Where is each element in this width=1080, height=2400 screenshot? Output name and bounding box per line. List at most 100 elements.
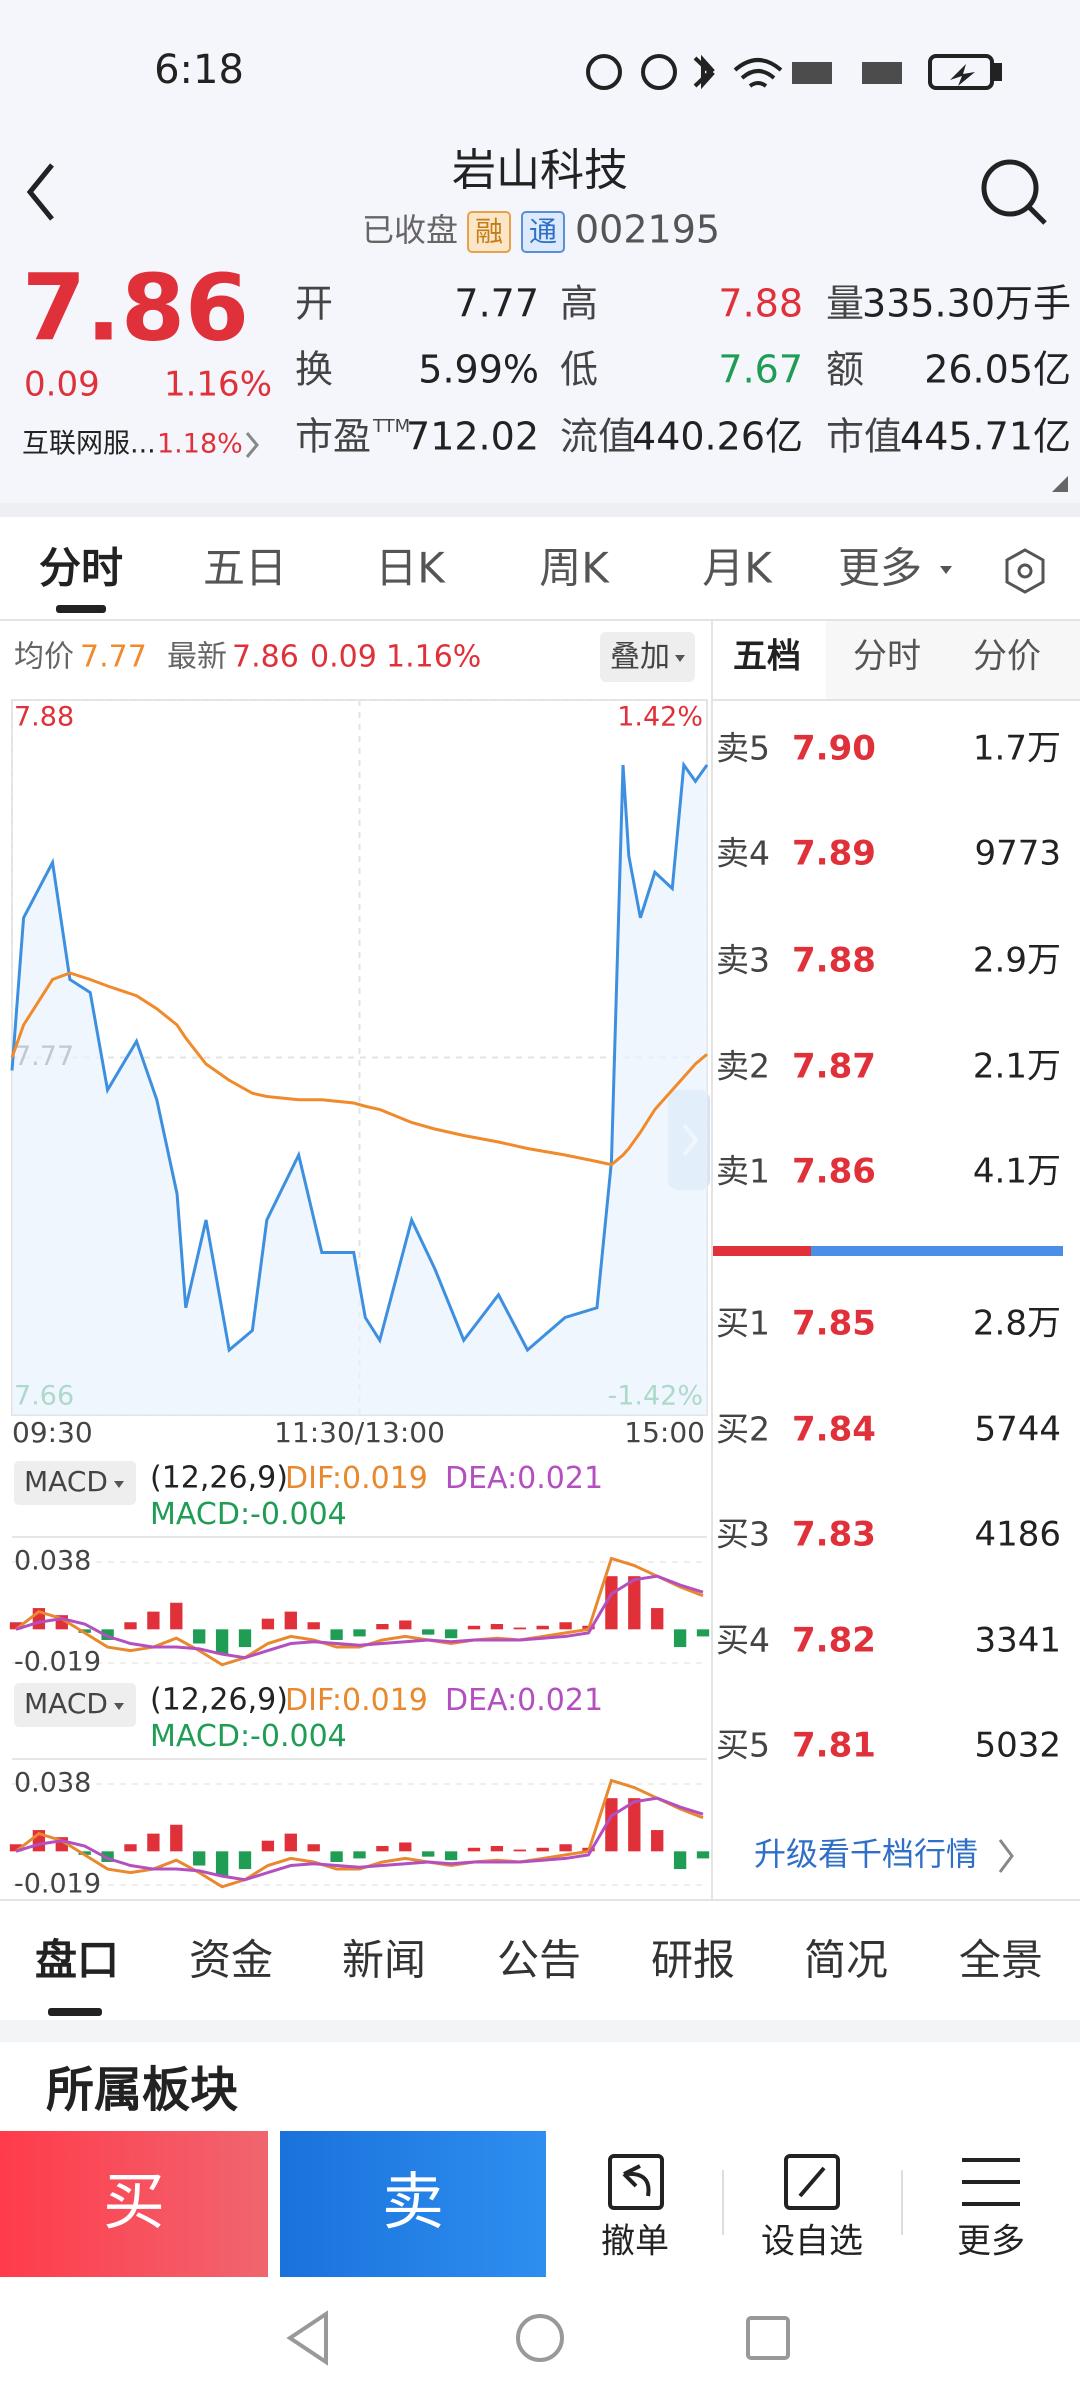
upgrade-link: 升级看千档行情 xyxy=(754,1835,978,1873)
macd-bar xyxy=(330,1629,343,1640)
stat-value: 335.30万手 xyxy=(862,282,1071,326)
macd-bar xyxy=(238,1629,252,1648)
macd-bar xyxy=(651,1830,664,1852)
y-tick-label: -0.019 xyxy=(14,1647,101,1678)
stat-label: 市值 xyxy=(826,415,902,459)
avg-value: 7.77 xyxy=(80,640,147,675)
latest-change: 0.09 xyxy=(310,640,377,675)
indicator-button xyxy=(14,1683,136,1727)
indicator-params: (12,26,9) xyxy=(150,1683,288,1718)
sell-button[interactable] xyxy=(280,2131,546,2277)
indicator-params: (12,26,9) xyxy=(150,1461,288,1496)
macd-bar xyxy=(101,1629,114,1640)
chart-tab: 五日 xyxy=(203,544,287,593)
sector-pct: 1.18% xyxy=(157,429,243,460)
macd-bar xyxy=(376,1624,389,1630)
macd-bar xyxy=(124,1622,137,1630)
overlay-button[interactable] xyxy=(600,632,695,682)
back-button[interactable] xyxy=(26,163,54,221)
y-tick-label: 7.88 xyxy=(14,702,74,733)
tool-label: 撤单 xyxy=(601,2222,669,2262)
legend-sep: : xyxy=(507,1461,517,1496)
macd-bar xyxy=(490,1846,504,1852)
macd-bar xyxy=(559,1844,572,1852)
level-label: 买5 xyxy=(716,1726,770,1765)
level-volume: 4186 xyxy=(974,1515,1061,1555)
level-volume: 2.8万 xyxy=(973,1304,1061,1344)
macd-bar xyxy=(605,1798,618,1852)
legend-value: 0.019 xyxy=(342,1683,428,1718)
level-label: 买3 xyxy=(716,1515,770,1554)
info-tab: 研报 xyxy=(651,1936,735,1985)
buy-button[interactable] xyxy=(0,2131,268,2277)
macd-bar xyxy=(513,1627,526,1630)
search-button[interactable] xyxy=(981,159,1047,225)
macd-bar xyxy=(376,1846,389,1852)
dropdown-arrow xyxy=(940,566,952,574)
info-tab: 新闻 xyxy=(342,1936,426,1985)
macd-bar xyxy=(628,1798,641,1852)
price-change: 0.09 xyxy=(24,365,100,405)
legend-name: MACD xyxy=(150,1719,240,1754)
expand-icon[interactable] xyxy=(1052,476,1068,492)
level-price: 7.82 xyxy=(792,1621,876,1661)
stat-label: 换 xyxy=(295,348,333,392)
tab-active-bg xyxy=(713,620,826,700)
macd-bar xyxy=(78,1629,91,1633)
level-price: 7.89 xyxy=(792,834,876,874)
macd-bar xyxy=(330,1851,343,1862)
indicator-button xyxy=(14,1461,136,1505)
legend-sep: : xyxy=(332,1461,342,1496)
indicator-legend: DEA:0.021 xyxy=(445,1461,603,1496)
macd-bar xyxy=(353,1851,366,1859)
orderbook-tab: 五档 xyxy=(733,637,801,677)
level-price: 7.83 xyxy=(792,1515,876,1555)
indicator-legend: DIF:0.019 xyxy=(285,1461,428,1496)
market-status: 已收盘 xyxy=(362,211,458,249)
level-label: 买1 xyxy=(716,1304,770,1343)
macd-bar xyxy=(673,1629,687,1648)
stat-label: 量 xyxy=(826,282,864,326)
level-price: 7.84 xyxy=(792,1410,876,1450)
level-label: 卖1 xyxy=(716,1152,770,1191)
ratio-bar-blue xyxy=(811,1246,1063,1256)
macd-bar xyxy=(78,1851,91,1855)
info-tab: 公告 xyxy=(497,1936,581,1985)
macd-bar xyxy=(628,1576,641,1630)
macd-bar xyxy=(215,1629,229,1655)
macd-bar xyxy=(559,1622,572,1630)
chart-tab: 日K xyxy=(375,544,446,593)
chart-tab: 分时 xyxy=(39,544,123,593)
tab-underline xyxy=(56,605,106,613)
macd-bar xyxy=(536,1847,549,1852)
stat-value: 440.26亿 xyxy=(632,415,803,459)
macd-bar xyxy=(9,1622,23,1630)
badge xyxy=(521,211,565,253)
chart-tab: 月K xyxy=(702,544,773,593)
macd-bar xyxy=(261,1840,275,1852)
latest-label: 最新 xyxy=(167,640,227,675)
legend-name: DIF xyxy=(285,1461,333,1496)
indicator-line xyxy=(15,1778,704,1889)
legend-sep: : xyxy=(240,1497,250,1532)
stat-value: 7.77 xyxy=(454,282,539,326)
info-tab: 简况 xyxy=(804,1936,888,1985)
x-tick-label: 11:30/13:00 xyxy=(274,1416,445,1449)
indicator-legend: MACD:-0.004 xyxy=(150,1497,347,1532)
series-line xyxy=(10,760,709,1353)
macd-bar xyxy=(422,1851,435,1857)
level-label: 卖3 xyxy=(716,941,770,980)
macd-bar xyxy=(605,1576,618,1630)
indicator-line xyxy=(15,1556,704,1667)
chevron xyxy=(998,1839,1014,1873)
level-price: 7.90 xyxy=(792,729,876,769)
level-volume: 2.9万 xyxy=(973,941,1061,981)
settings-icon[interactable] xyxy=(1005,548,1045,594)
legend-value: 0.021 xyxy=(517,1461,603,1496)
macd-bar xyxy=(399,1620,412,1630)
stat-label-suffix: TTM xyxy=(372,416,410,437)
macd-bar xyxy=(284,1833,297,1852)
buy-label: 买 xyxy=(103,2165,165,2238)
macd-bar xyxy=(696,1629,710,1637)
indicator-line xyxy=(15,1796,704,1882)
